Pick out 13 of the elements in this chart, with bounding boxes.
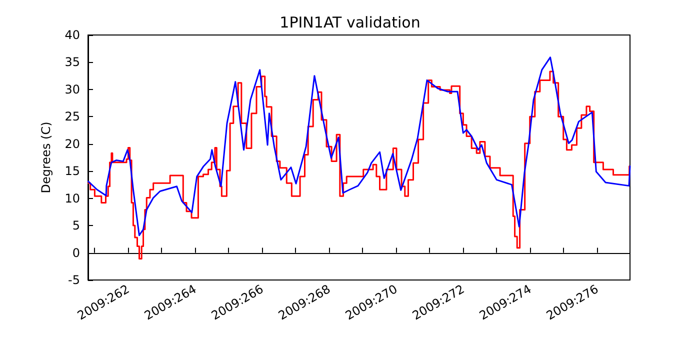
y-axis-title: Degrees (C) [39, 122, 53, 194]
y-tick-label: 5 [72, 218, 80, 233]
chart-title: 1PIN1AT validation [280, 14, 420, 32]
y-tick-label: 40 [64, 28, 80, 42]
y-tick-label: 0 [72, 246, 80, 260]
y-tick-label: 10 [64, 191, 80, 206]
y-tick-label: 35 [64, 55, 80, 70]
y-tick-label: -5 [68, 273, 80, 287]
y-tick-label: 25 [64, 110, 80, 124]
y-tick-label: 15 [64, 164, 80, 178]
line-series [88, 56, 631, 236]
y-tick-label: 20 [64, 136, 80, 151]
y-tick-label: 30 [64, 82, 80, 96]
